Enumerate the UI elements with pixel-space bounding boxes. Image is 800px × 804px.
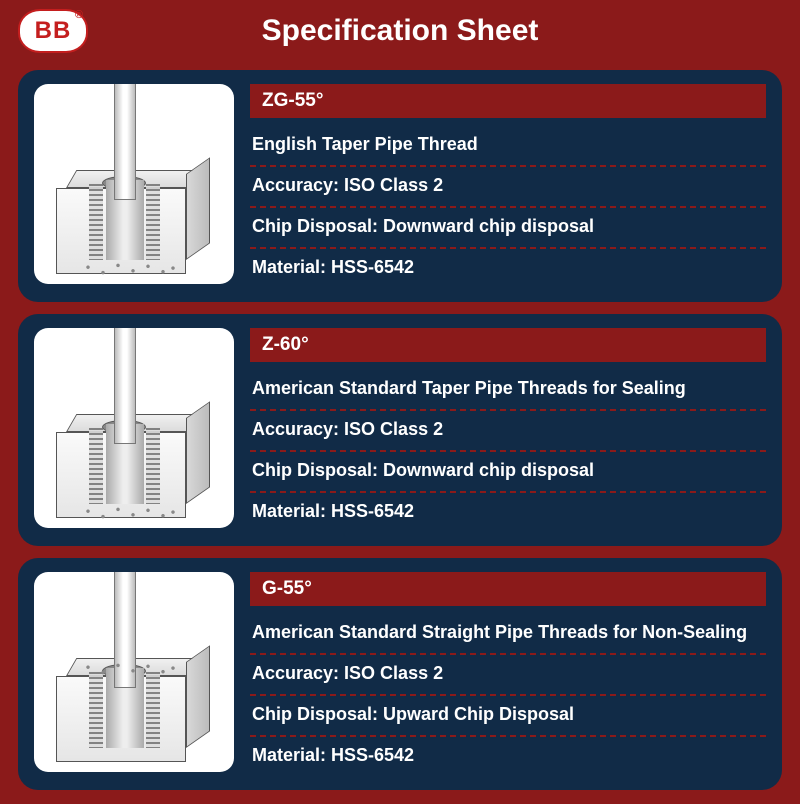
- spec-description: American Standard Straight Pipe Threads …: [250, 614, 766, 655]
- tap-illustration: [34, 328, 234, 528]
- spec-info: G-55° American Standard Straight Pipe Th…: [250, 572, 766, 776]
- spec-accuracy: Accuracy: ISO Class 2: [250, 655, 766, 696]
- spec-accuracy: Accuracy: ISO Class 2: [250, 411, 766, 452]
- spec-card: G-55° American Standard Straight Pipe Th…: [18, 558, 782, 790]
- page-title: Specification Sheet: [18, 14, 782, 48]
- spec-chip-disposal: Chip Disposal: Downward chip disposal: [250, 208, 766, 249]
- spec-accuracy: Accuracy: ISO Class 2: [250, 167, 766, 208]
- spec-material: Material: HSS-6542: [250, 249, 766, 288]
- spec-card: ZG-55° English Taper Pipe Thread Accurac…: [18, 70, 782, 302]
- spec-info: ZG-55° English Taper Pipe Thread Accurac…: [250, 84, 766, 288]
- tap-illustration: [34, 572, 234, 772]
- spec-card-list: ZG-55° English Taper Pipe Thread Accurac…: [0, 62, 800, 804]
- spec-card: Z-60° American Standard Taper Pipe Threa…: [18, 314, 782, 546]
- model-label: G-55°: [250, 572, 766, 606]
- spec-material: Material: HSS-6542: [250, 493, 766, 532]
- spec-chip-disposal: Chip Disposal: Upward Chip Disposal: [250, 696, 766, 737]
- tap-illustration: [34, 84, 234, 284]
- model-label: Z-60°: [250, 328, 766, 362]
- header: BB Specification Sheet: [0, 0, 800, 62]
- spec-description: English Taper Pipe Thread: [250, 126, 766, 167]
- brand-logo: BB: [18, 9, 88, 53]
- spec-chip-disposal: Chip Disposal: Downward chip disposal: [250, 452, 766, 493]
- model-label: ZG-55°: [250, 84, 766, 118]
- spec-description: American Standard Taper Pipe Threads for…: [250, 370, 766, 411]
- spec-info: Z-60° American Standard Taper Pipe Threa…: [250, 328, 766, 532]
- spec-material: Material: HSS-6542: [250, 737, 766, 776]
